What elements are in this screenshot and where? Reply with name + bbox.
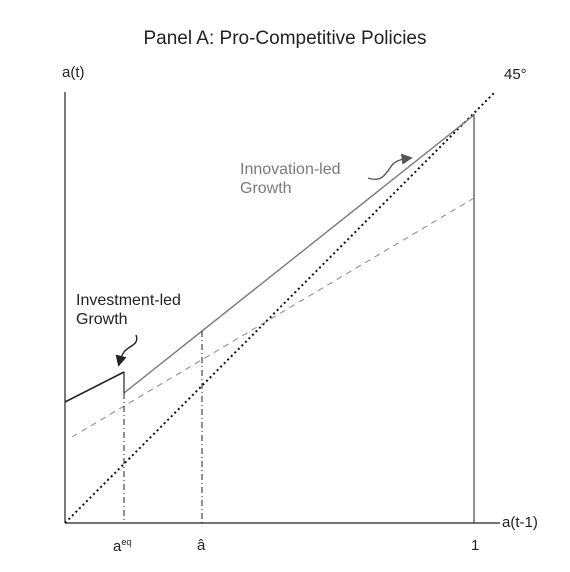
investment-arrow: [115, 334, 138, 367]
innovation-arrow: [367, 153, 413, 180]
tick-label-ahat: â: [197, 537, 206, 554]
y-axis-label: a(t): [62, 64, 85, 81]
investment-annotation-line2: Growth: [76, 311, 128, 328]
investment-annotation: Investment-led Growth: [76, 291, 181, 329]
x-axis-label: a(t-1): [502, 514, 538, 531]
tick-label-one: 1: [471, 537, 480, 554]
diagram-title: Panel A: Pro-Competitive Policies: [143, 28, 427, 49]
tick-aeq-base: a: [113, 538, 122, 555]
innovation-annotation-line1: Innovation-led: [240, 161, 341, 178]
dashed-reference-line: [71, 197, 475, 438]
diagonal-45-line: [64, 91, 496, 524]
diagonal-label: 45°: [504, 66, 527, 83]
tick-aeq-sup: eq: [121, 537, 132, 547]
investment-led-line: [64, 371, 125, 403]
innovation-annotation: Innovation-led Growth: [240, 160, 341, 198]
innovation-annotation-line2: Growth: [240, 180, 292, 197]
investment-annotation-line1: Investment-led: [76, 292, 181, 309]
tick-label-aeq: aeq: [113, 537, 131, 555]
innovation-led-line: [123, 114, 475, 394]
